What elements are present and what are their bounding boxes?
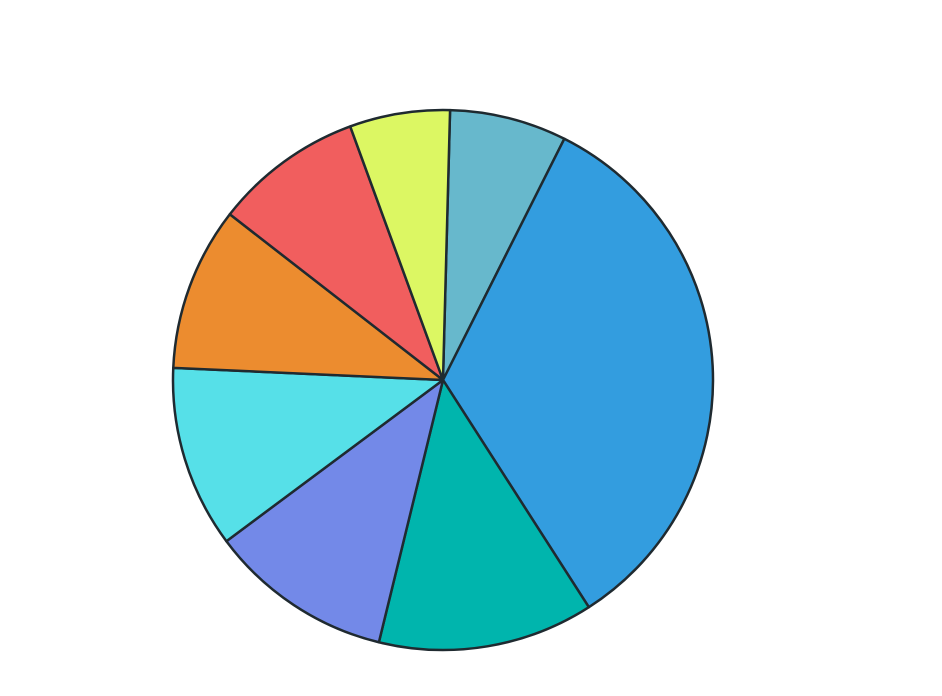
- pie-slice: [377, 378, 591, 652]
- pie-slice: [171, 366, 445, 543]
- pie-slice: [441, 108, 566, 382]
- pie-slice: [228, 125, 445, 382]
- pie-slice: [348, 108, 452, 382]
- pie-slice: [441, 137, 715, 609]
- pie-slice: [172, 213, 445, 382]
- pie-slice: [225, 378, 445, 644]
